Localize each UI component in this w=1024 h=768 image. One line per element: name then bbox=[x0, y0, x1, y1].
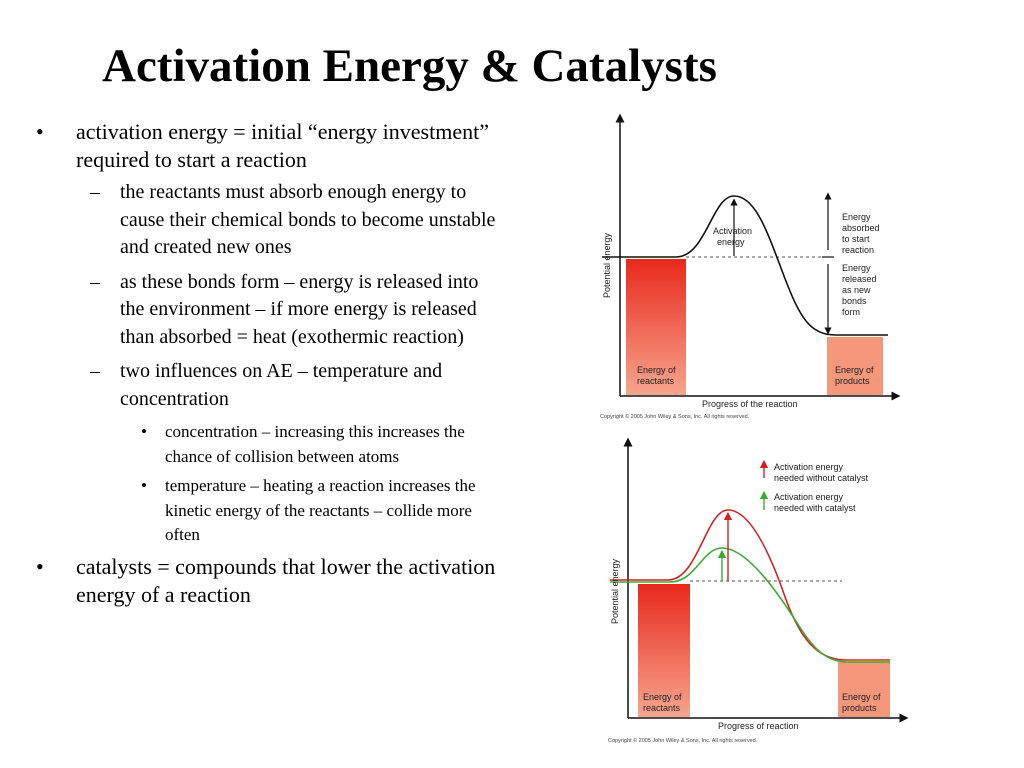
x-axis-label: Progress of reaction bbox=[718, 721, 799, 731]
bullet-text: catalysts = compounds that lower the act… bbox=[76, 553, 496, 607]
legend-red-label: Activation energy needed without catalys… bbox=[774, 462, 869, 483]
slide-title: Activation Energy & Catalysts bbox=[102, 40, 717, 92]
bullet-text: activation energy = initial “energy inve… bbox=[76, 119, 489, 172]
bullet-text: as these bonds form – energy is released… bbox=[120, 270, 479, 348]
y-axis-label: Potential energy bbox=[610, 558, 620, 624]
reactants-label: Energy of reactants bbox=[637, 365, 678, 386]
bullet-marker: • bbox=[141, 422, 147, 441]
products-bar bbox=[838, 662, 890, 717]
bullet-item-level2: – as these bonds form – energy is release… bbox=[34, 269, 504, 352]
bullet-text: two influences on AE – temperature and c… bbox=[120, 360, 443, 410]
bullet-list: • activation energy = initial “energy inv… bbox=[34, 118, 504, 614]
bullet-marker: – bbox=[90, 360, 100, 382]
bullet-marker: • bbox=[141, 476, 147, 495]
reactants-label: Energy of reactants bbox=[643, 692, 684, 713]
curve-with-catalyst bbox=[610, 547, 890, 663]
absorbed-label: Energy absorbed to start reaction bbox=[842, 212, 882, 255]
bullet-text: temperature – heating a reaction increas… bbox=[165, 476, 476, 544]
products-label: Energy of products bbox=[842, 692, 883, 713]
bullet-item-level1: • activation energy = initial “energy inv… bbox=[34, 118, 504, 174]
bullet-marker: • bbox=[36, 119, 44, 144]
products-bar bbox=[827, 337, 883, 395]
bullet-item-level3: • temperature – heating a reaction increa… bbox=[34, 474, 504, 548]
copyright-bottom: Copyright © 2005 John Wiley & Sons, Inc.… bbox=[608, 737, 758, 744]
legend-green-label: Activation energy needed with catalyst bbox=[774, 492, 856, 513]
bullet-item-level2: – two influences on AE – temperature and … bbox=[34, 358, 504, 413]
copyright-top: Copyright © 2005 John Wiley & Sons, Inc.… bbox=[600, 413, 750, 420]
bullet-item-level1: • catalysts = compounds that lower the ac… bbox=[34, 553, 504, 609]
x-axis-label: Progress of the reaction bbox=[702, 399, 798, 409]
bullet-item-level2: – the reactants must absorb enough energy… bbox=[34, 179, 504, 262]
bullet-text: the reactants must absorb enough energy … bbox=[120, 181, 496, 258]
bullet-marker: – bbox=[90, 270, 100, 293]
reactants-bar bbox=[638, 584, 690, 717]
bullet-text: concentration – increasing this increase… bbox=[165, 422, 465, 466]
released-label: Energy released as new bonds form bbox=[842, 263, 879, 317]
energy-diagram-top: Activation energy Energy absorbed to sta… bbox=[600, 113, 901, 420]
energy-diagram-bottom: Activation energy needed without catalys… bbox=[608, 437, 909, 744]
reactants-bar bbox=[626, 259, 686, 395]
bullet-item-level3: • concentration – increasing this increas… bbox=[34, 420, 504, 469]
curve-without-catalyst bbox=[610, 509, 890, 661]
reaction-curve bbox=[602, 195, 888, 336]
bullet-marker: • bbox=[36, 553, 44, 579]
products-label: Energy of products bbox=[835, 365, 876, 386]
bullet-marker: – bbox=[90, 181, 100, 203]
activation-label: Activation energy bbox=[713, 226, 755, 247]
y-axis-label: Potential energy bbox=[602, 232, 612, 298]
